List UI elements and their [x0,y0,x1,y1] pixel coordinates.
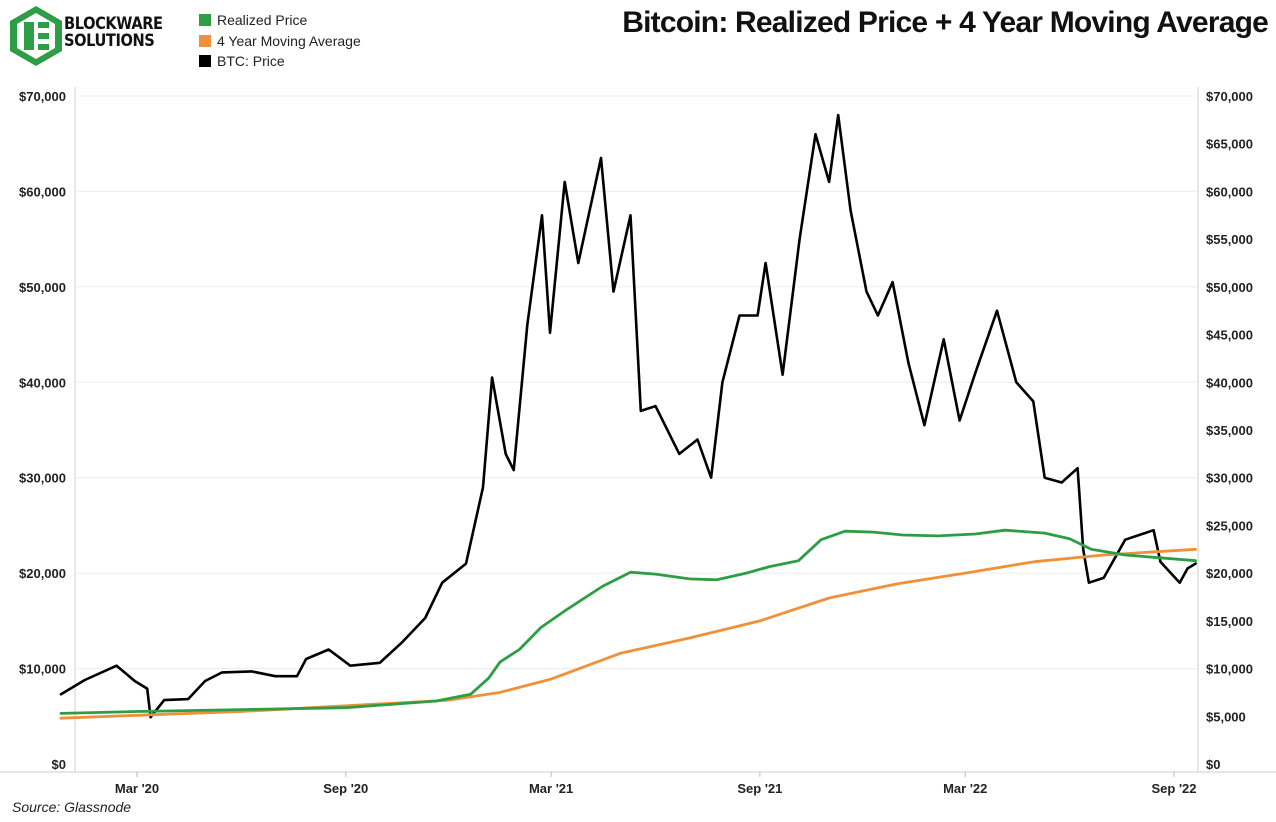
y-tick-label-right: $10,000 [1206,662,1253,677]
y-tick-label-right: $5,000 [1206,709,1246,724]
brand-line-1: BLOCKWARE [64,14,163,34]
legend-item-btc-price: BTC: Price [199,51,361,72]
x-tick-label: Sep '22 [1151,781,1196,796]
series-line-realized-price [59,528,1197,715]
y-tick-label-right: $30,000 [1206,471,1253,486]
y-tick-label-right: $35,000 [1206,423,1253,438]
y-tick-label-right: $45,000 [1206,328,1253,343]
x-tick-label: Mar '22 [943,781,987,796]
y-tick-label-right: $70,000 [1206,89,1253,104]
y-tick-label-right: $50,000 [1206,280,1253,295]
chart-title: Bitcoin: Realized Price + 4 Year Moving … [622,6,1269,39]
y-tick-label-right: $60,000 [1206,184,1253,199]
brand-line-2: SOLUTIONS [64,31,155,51]
y-tick-label-right: $0 [1206,757,1220,772]
legend-swatch-btc [199,55,211,68]
legend-swatch-realized [199,14,211,27]
y-tick-label-left: $60,000 [19,184,66,199]
legend-item-realized-price: Realized Price [199,10,361,31]
x-tick-label: Sep '21 [737,781,782,796]
y-tick-label-left: $40,000 [19,375,66,390]
y-tick-label-left: $50,000 [19,280,66,295]
blockware-logo [10,6,62,66]
series-line-btc-price [59,113,1197,719]
legend-label: Realized Price [217,12,308,29]
y-tick-label-right: $20,000 [1206,566,1253,581]
x-tick-label: Sep '20 [323,781,368,796]
source-note: Source: Glassnode [12,799,132,815]
y-tick-label-left: $10,000 [19,662,66,677]
legend: Realized Price 4 Year Moving Average BTC… [199,10,361,72]
y-tick-label-left: $20,000 [19,566,66,581]
logo-mark [10,6,62,66]
legend-label: BTC: Price [217,53,285,70]
legend-swatch-ma [199,34,211,47]
legend-label: 4 Year Moving Average [217,32,361,49]
x-tick-label: Mar '20 [115,781,159,796]
y-tick-label-left: $0 [52,757,66,772]
legend-item-moving-average: 4 Year Moving Average [199,31,361,52]
x-tick-label: Mar '21 [529,781,573,796]
y-tick-label-right: $25,000 [1206,518,1253,533]
y-tick-label-right: $65,000 [1206,137,1253,152]
y-tick-label-right: $40,000 [1206,375,1253,390]
y-tick-label-right: $15,000 [1206,614,1253,629]
y-tick-label-left: $70,000 [19,89,66,104]
y-tick-label-left: $30,000 [19,471,66,486]
y-tick-label-right: $55,000 [1206,232,1253,247]
